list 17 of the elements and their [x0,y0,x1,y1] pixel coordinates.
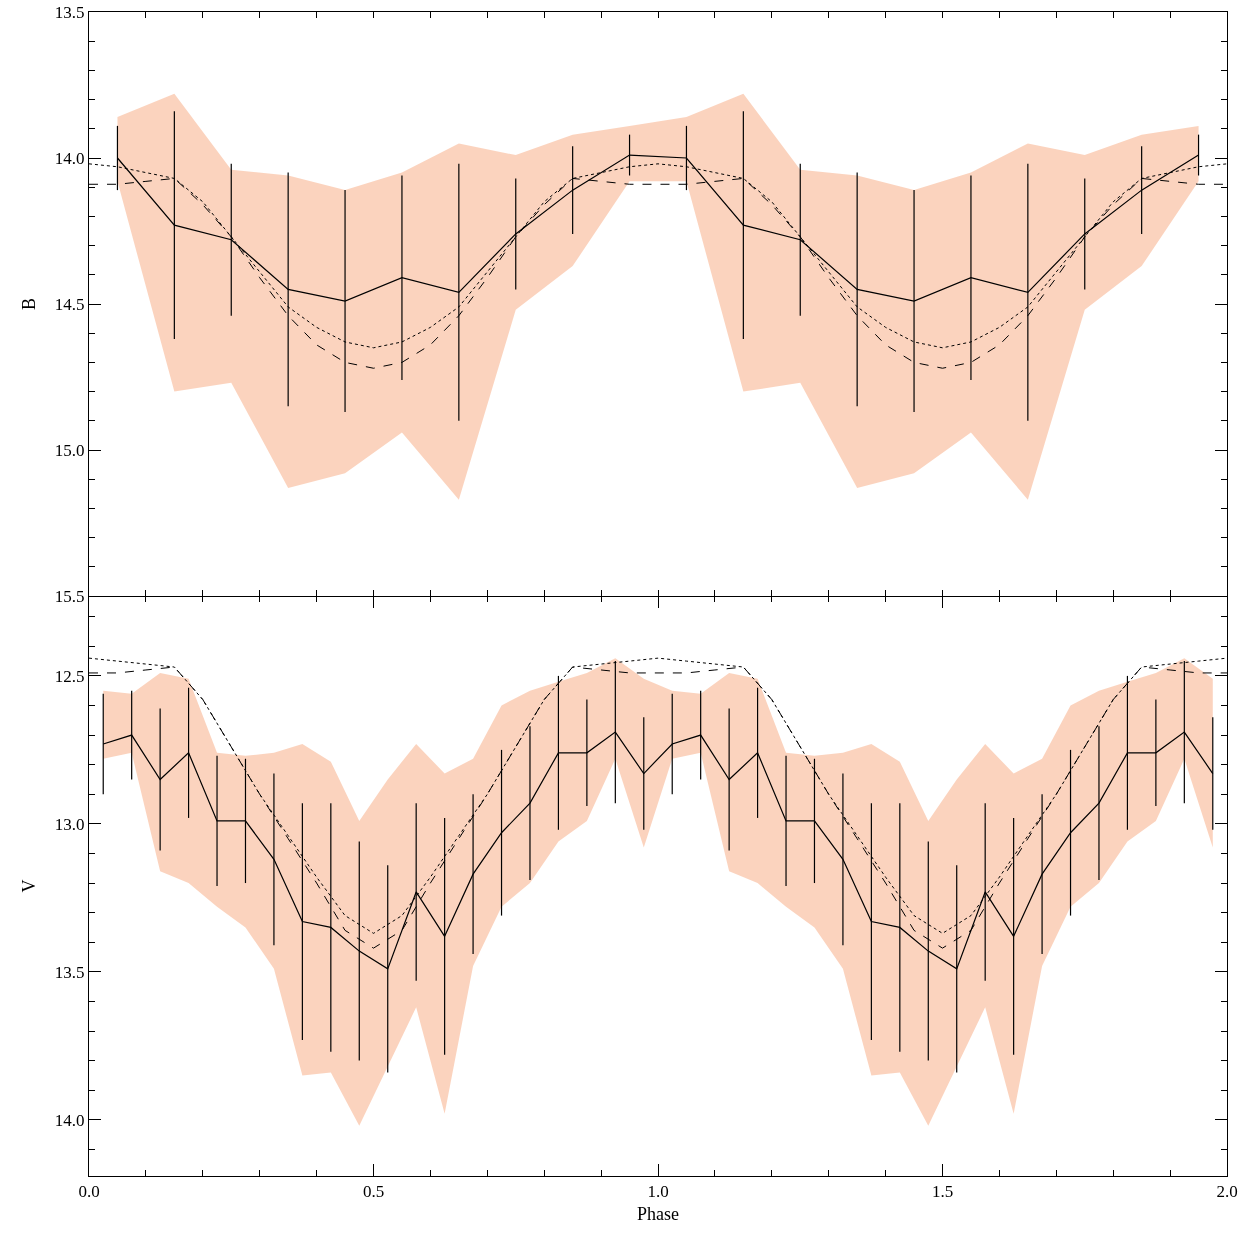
y-tick-label: 13.0 [54,814,85,834]
x-tick-label: 2.0 [1216,1182,1238,1202]
y-tick-label: 15.0 [54,440,85,460]
y-axis-title: B [19,297,40,311]
y-tick-label: 12.5 [54,666,85,686]
y-tick-label: 15.5 [54,586,85,606]
y-tick-label: 13.5 [54,2,85,22]
x-tick-label: 0.0 [78,1182,100,1202]
x-tick-label: 0.5 [362,1182,385,1202]
y-tick-label: 14.5 [54,294,85,314]
y-tick-label: 13.5 [54,962,85,982]
y-axis-title: V [19,879,40,893]
y-tick-label: 14.0 [54,1110,85,1130]
x-tick-label: 1.0 [647,1182,669,1202]
x-axis-title: Phase [637,1203,679,1224]
y-tick-label: 14.0 [54,148,85,168]
x-tick-label: 1.5 [931,1182,954,1202]
